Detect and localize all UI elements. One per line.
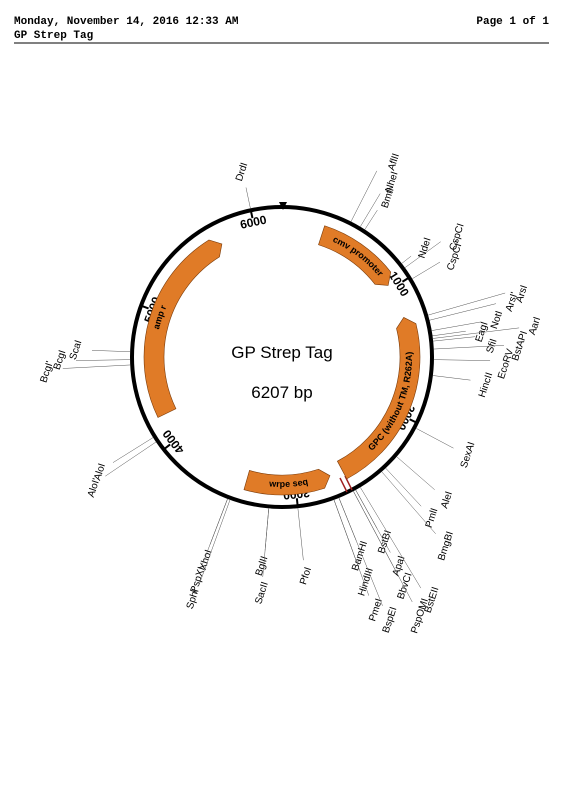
enzyme-line [396,456,435,490]
enzyme-line [431,321,482,331]
enzyme-line [112,437,154,463]
enzyme-line [433,359,491,361]
enzyme-label: SphI [185,588,202,611]
enzyme-line [353,491,413,603]
enzyme-line [202,498,228,565]
enzyme-line [416,428,454,449]
enzyme-line [432,375,471,381]
enzyme-line [297,508,304,561]
enzyme-line [333,499,370,596]
enzyme-line [385,467,422,507]
enzyme-label: ScaI [68,339,85,361]
enzyme-label: BmtI [380,187,397,210]
site-marker [344,475,353,491]
enzyme-line [105,441,157,477]
origin-marker [279,202,287,210]
enzyme-line [433,345,504,350]
enzyme-line [364,210,378,230]
enzyme-label: DrdI [234,161,250,182]
enzyme-label: SexAI [459,441,478,470]
enzyme-line [76,359,131,361]
enzyme-line [381,471,436,534]
header-date: Monday, November 14, 2016 12:33 AM [14,16,239,28]
enzyme-label: ArsI [514,284,530,304]
tick-label: 6000 [239,212,268,231]
map-size: 6207 bp [251,383,312,402]
enzyme-line [401,255,412,264]
enzyme-line [428,292,506,316]
enzyme-line [91,350,131,352]
enzyme-label: NotI [489,310,505,331]
enzyme-label: PmlI [424,507,441,529]
enzyme-line [412,261,441,279]
enzyme-line [245,187,251,209]
enzyme-line [404,241,441,268]
enzyme-line [350,170,378,222]
header-page: Page 1 of 1 [476,16,549,28]
feature-arc [318,225,392,286]
enzyme-line [360,193,381,227]
enzyme-label: NdeI [417,236,434,259]
tick-mark [295,498,299,507]
enzyme-line [199,499,231,585]
feature-arc [143,239,223,418]
enzyme-label: AleI [439,490,455,510]
feature-arc [243,468,331,496]
tick-mark [163,443,171,451]
map-title: GP Strep Tag [231,343,332,362]
enzyme-label: PfoI [298,566,314,586]
feature-label: wrpe seq [268,477,309,490]
feature-arc [336,317,421,480]
enzyme-line [338,497,383,606]
enzyme-label: SacII [253,581,271,606]
enzyme-label: AloI' [86,477,102,499]
enzyme-label: BcgI [52,349,69,371]
enzyme-label: BmgBI [436,530,456,562]
site-marker [339,477,348,493]
enzyme-label: PmeI [367,597,385,623]
enzyme-line [432,327,520,339]
tick-mark [401,276,410,283]
tick-mark [409,418,418,424]
tick-mark [249,210,254,219]
feature-label-path: wrpe seq [268,477,309,490]
tick-mark [140,304,149,310]
enzyme-label: AflII [386,152,402,172]
enzyme-line [262,508,270,578]
enzyme-label: PspOMI [409,597,431,635]
enzyme-label: HincII [477,371,495,399]
enzyme-line [433,336,476,342]
enzyme-label: EcoRV [496,347,516,380]
enzyme-label: BspEI [381,606,400,635]
enzyme-line [432,330,466,337]
enzyme-label: AarI [527,316,543,337]
enzyme-line [62,364,131,369]
enzyme-line [355,489,391,553]
header-title: GP Strep Tag [14,30,93,42]
enzyme-label: BglII [254,555,271,577]
enzyme-line [360,487,422,589]
enzyme-label: AloI [92,462,108,482]
enzyme-line [429,303,496,321]
